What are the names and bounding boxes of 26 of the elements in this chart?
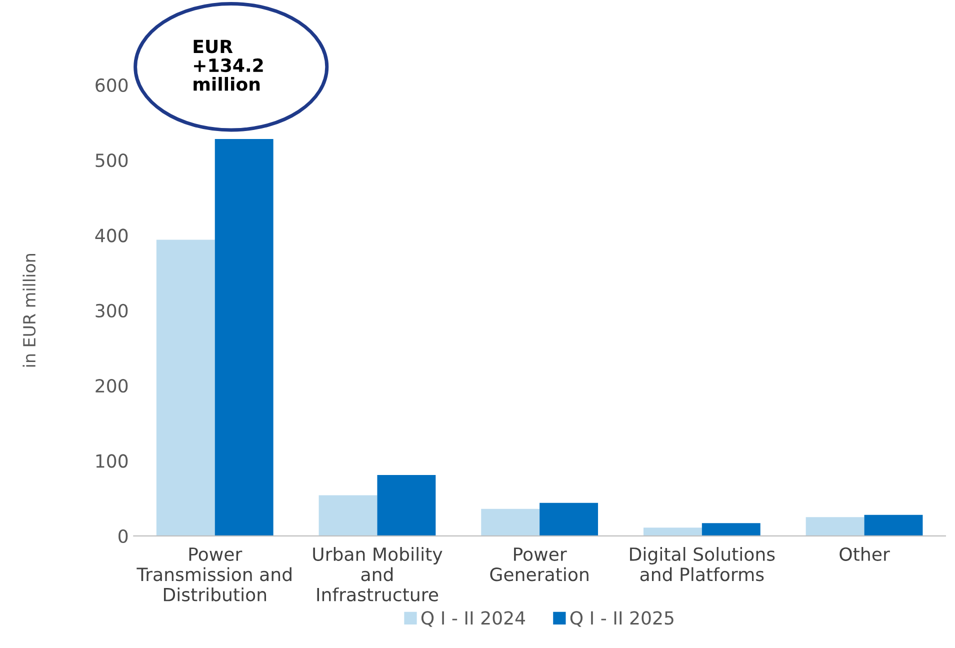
bar <box>481 508 540 536</box>
bar <box>214 139 274 536</box>
x-tick-label: Digital Solutions and Platforms <box>630 547 775 582</box>
annotation: EUR +134.2 million <box>194 40 263 91</box>
x-tick-label: Power Transmission and Distribution <box>136 548 292 602</box>
bar <box>156 240 215 536</box>
legend-label: Q I - II 2024 <box>421 611 526 627</box>
x-tick-label: Urban Mobility and Infrastructure <box>313 547 442 602</box>
bar <box>806 517 864 536</box>
x-tick-label: Other <box>840 547 890 561</box>
bar <box>377 475 436 536</box>
y-tick-label: 300 <box>96 304 128 318</box>
y-tick-label: 600 <box>96 78 128 92</box>
y-axis-title: in EUR million <box>22 254 36 367</box>
legend-label: Q I - II 2025 <box>570 611 674 627</box>
y-tick-label: 500 <box>96 154 128 168</box>
y-tick-label: 100 <box>96 454 128 468</box>
y-tick-label: 400 <box>95 228 128 242</box>
bar <box>864 514 923 536</box>
x-tick-label: Power Generation <box>490 548 588 582</box>
bar <box>643 528 702 536</box>
y-tick-label: 0 <box>118 529 128 544</box>
bar <box>540 502 598 536</box>
bar <box>702 523 760 536</box>
y-tick-label: 200 <box>96 379 128 393</box>
bar <box>318 495 378 536</box>
